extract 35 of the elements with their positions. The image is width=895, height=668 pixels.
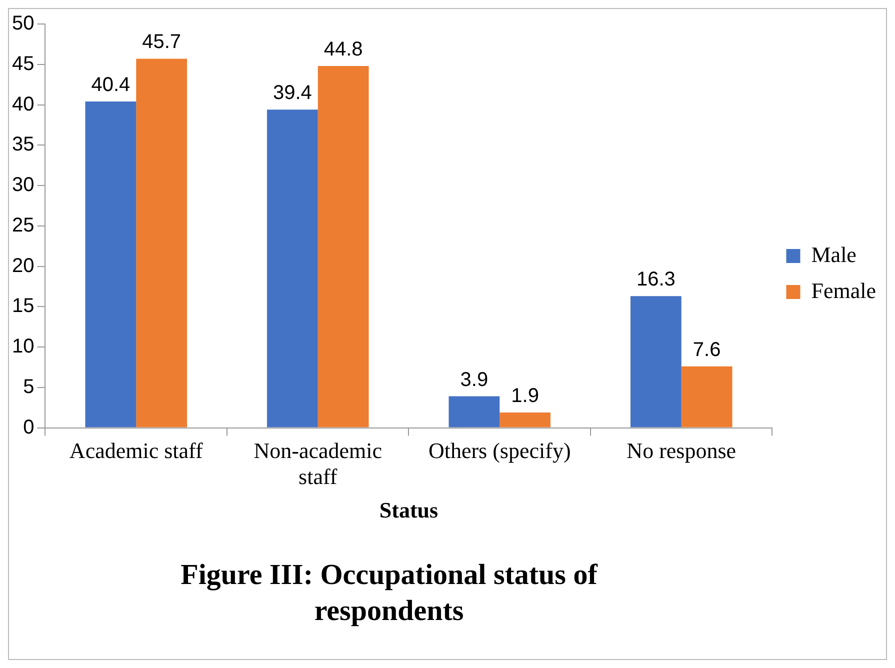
bar (630, 296, 682, 428)
x-tick-label: No response (626, 438, 736, 463)
bar (681, 366, 732, 428)
data-label: 16.3 (636, 268, 676, 291)
y-tick-label: 50 (12, 12, 34, 35)
y-tick-label: 10 (12, 336, 34, 358)
y-tick-label: 30 (12, 174, 34, 196)
y-tick-label: 40 (12, 93, 34, 116)
y-tick-label: 35 (12, 134, 34, 156)
data-label: 40.4 (91, 74, 130, 96)
data-label: 39.4 (272, 82, 312, 104)
bar (266, 110, 318, 428)
y-tick-label: 0 (23, 416, 34, 438)
bar (448, 396, 500, 428)
x-tick-label: Academic staff (69, 438, 204, 463)
bar (85, 102, 136, 428)
x-tick-label: Others (specify) (428, 438, 571, 463)
bar (136, 58, 188, 428)
text: Figure III: Occupational status of respondents (180, 558, 599, 629)
y-tick-label: 5 (23, 376, 34, 398)
data-label: 45.7 (142, 31, 182, 54)
data-label: 7.6 (692, 338, 721, 361)
bar (500, 412, 551, 428)
y-tick-label: 25 (12, 214, 34, 236)
data-label: 44.8 (324, 38, 363, 61)
x-tick-label: Non-academic staff (254, 438, 382, 490)
data-label: 1.9 (511, 384, 539, 407)
bar (318, 66, 369, 428)
data-label: 3.9 (460, 368, 488, 391)
x-axis-title: Status (379, 497, 439, 522)
legend-label: Female (811, 278, 876, 303)
legend-label: Male (811, 242, 856, 267)
y-tick-label: 20 (12, 254, 34, 277)
y-tick-label: 15 (12, 295, 34, 318)
y-tick-label: 45 (12, 52, 34, 75)
